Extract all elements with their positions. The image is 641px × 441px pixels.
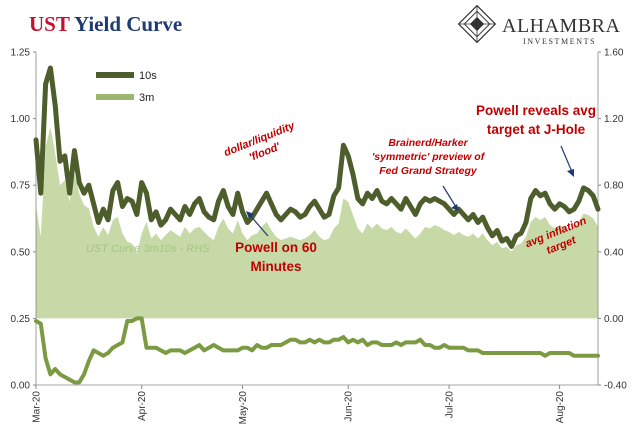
left-tick-label: 0.75 bbox=[11, 181, 31, 192]
chart-title-part2: Yield Curve bbox=[69, 12, 182, 36]
annotation-brainerd-line1: Brainerd/Harker bbox=[388, 137, 468, 149]
alhambra-logo: ALHAMBRA INVESTMENTS bbox=[457, 4, 621, 46]
right-tick-label: -0.40 bbox=[604, 381, 627, 392]
annotation-jhole-line1: Powell reveals avg bbox=[476, 103, 596, 118]
right-axis-ticks: -0.40 0.00 0.40 0.80 1.20 1.60 bbox=[598, 48, 627, 392]
annotation-jhole-arrow bbox=[560, 145, 573, 173]
chart-title: UST Yield Curve bbox=[29, 12, 182, 36]
legend-label-3m: 3m bbox=[139, 92, 154, 104]
logo-name: ALHAMBRA bbox=[502, 15, 621, 37]
right-tick-label: 1.60 bbox=[604, 48, 624, 59]
annotation-powell60: Powell on 60 Minutes bbox=[235, 211, 317, 274]
plot-area: 0.00 0.25 0.50 0.75 1.00 1.25 -0.40 0.00 0.40 0.… bbox=[11, 48, 628, 425]
left-axis-ticks: 0.00 0.25 0.50 0.75 1.00 1.25 bbox=[11, 48, 36, 392]
right-tick-label: 0.00 bbox=[604, 314, 624, 325]
right-tick-label: 0.40 bbox=[604, 247, 624, 258]
series-area-3m10s bbox=[36, 126, 598, 319]
x-tick-label: Aug-20 bbox=[555, 391, 566, 424]
annotation-brainerd-line2: 'symmetric' preview of bbox=[372, 151, 486, 163]
x-tick-label: Apr-20 bbox=[137, 391, 148, 421]
annotation-powell60-arrowhead-icon bbox=[246, 211, 254, 219]
annotation-brainerd-arrowhead-icon bbox=[451, 204, 459, 211]
logo-sub: INVESTMENTS bbox=[523, 37, 596, 46]
annotation-powell60-line2: Minutes bbox=[250, 259, 301, 274]
left-tick-label: 0.00 bbox=[11, 381, 31, 392]
left-tick-label: 0.50 bbox=[11, 247, 31, 258]
left-tick-label: 0.25 bbox=[11, 314, 31, 325]
legend-label-10s: 10s bbox=[139, 70, 157, 82]
annotation-brainerd: Brainerd/Harker 'symmetric' preview of F… bbox=[372, 137, 486, 211]
annotation-jhole-arrowhead-icon bbox=[567, 169, 574, 177]
x-tick-label: Mar-20 bbox=[32, 391, 43, 423]
left-tick-label: 1.25 bbox=[11, 48, 31, 59]
right-tick-label: 1.20 bbox=[604, 114, 624, 125]
annotation-powell60-arrow bbox=[248, 213, 269, 237]
right-tick-label: 0.80 bbox=[604, 181, 624, 192]
annotation-brainerd-line3: Fed Grand Strategy bbox=[379, 165, 478, 177]
x-tick-label: Jun-20 bbox=[344, 391, 355, 422]
x-tick-label: May-20 bbox=[238, 391, 249, 425]
annotation-jhole-line2: target at J-Hole bbox=[487, 122, 586, 137]
annotation-flood: dollar/liquidity 'flood' bbox=[222, 120, 297, 165]
left-tick-label: 1.00 bbox=[11, 114, 31, 125]
series-line-3m bbox=[34, 316, 600, 385]
legend: 10s 3m bbox=[96, 70, 157, 104]
chart-title-part1: UST bbox=[29, 12, 70, 36]
x-tick-label: Jul-20 bbox=[445, 391, 456, 419]
diamond-logo-icon bbox=[457, 4, 497, 44]
annotation-jhole: Powell reveals avg target at J-Hole bbox=[476, 103, 596, 177]
x-axis-ticks: Mar-20 Apr-20 May-20 Jun-20 Jul-20 Aug-20 bbox=[32, 385, 566, 425]
series-line-10s bbox=[33, 65, 601, 249]
annotation-brainerd-arrow bbox=[442, 185, 457, 208]
annotation-powell60-line1: Powell on 60 bbox=[235, 240, 317, 255]
area-series-label: UST Curve 3m10s - RHS bbox=[86, 243, 210, 255]
